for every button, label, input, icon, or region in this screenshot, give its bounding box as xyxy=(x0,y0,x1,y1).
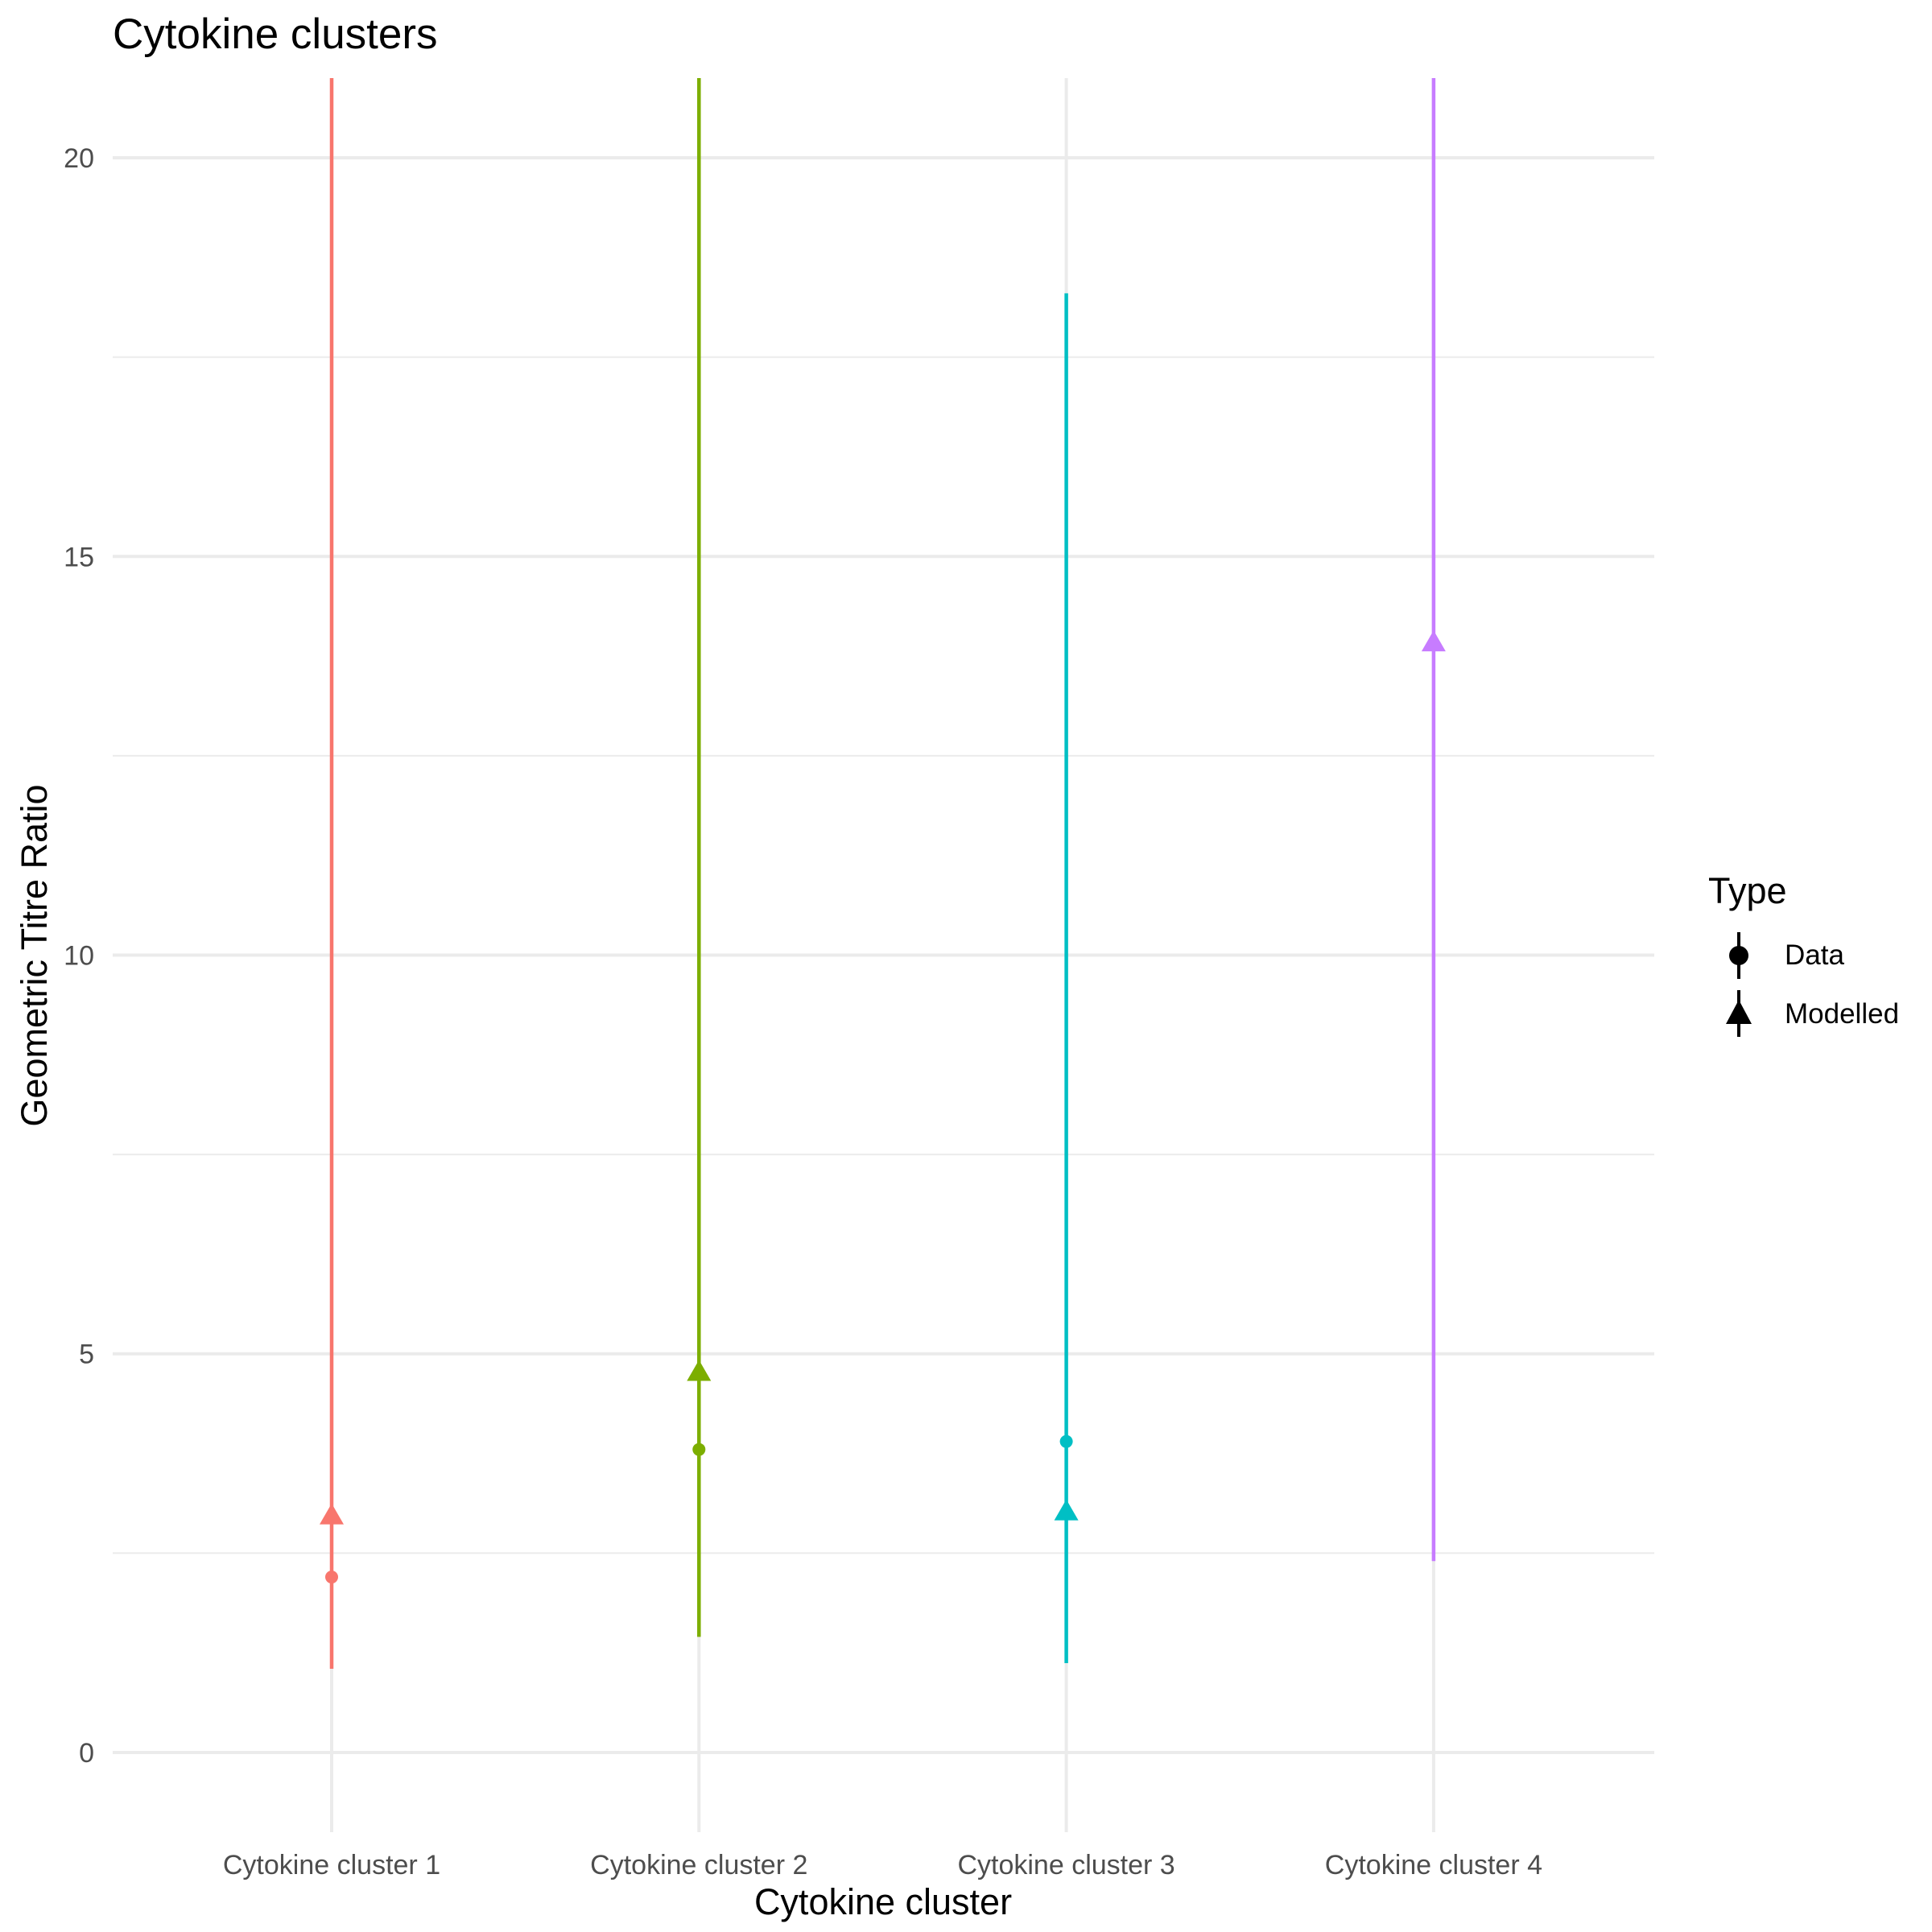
legend-title: Type xyxy=(1708,870,1787,911)
data-point xyxy=(325,1571,338,1584)
modelled-point xyxy=(1054,1499,1079,1521)
errorbar-layer xyxy=(329,78,1436,1669)
legend-label-data: Data xyxy=(1785,939,1844,971)
chart-title: Cytokine clusters xyxy=(113,10,438,58)
modelled-point xyxy=(320,1503,344,1525)
x-axis-ticks: Cytokine cluster 1 Cytokine cluster 2 Cyto… xyxy=(223,1850,1542,1880)
y-tick-label: 10 xyxy=(64,941,94,972)
x-tick-label: Cytokine cluster 4 xyxy=(1325,1850,1542,1880)
x-tick-label: Cytokine cluster 3 xyxy=(957,1850,1174,1880)
legend-keys xyxy=(1726,932,1752,1037)
legend-label-modelled: Modelled xyxy=(1785,998,1899,1030)
x-axis-title: Cytokine cluster xyxy=(754,1881,1012,1922)
data-point xyxy=(692,1443,706,1456)
x-tick-label: Cytokine cluster 2 xyxy=(590,1850,807,1880)
legend-key-modelled-triangle xyxy=(1726,1000,1752,1024)
legend: Type Data Modelled xyxy=(1708,870,1899,1037)
y-tick-label: 5 xyxy=(79,1340,94,1370)
legend-key-data-circle xyxy=(1729,946,1748,965)
x-tick-label: Cytokine cluster 1 xyxy=(223,1850,440,1880)
y-tick-label: 15 xyxy=(64,542,94,572)
y-axis-title: Geometric Titre Ratio xyxy=(14,784,55,1126)
y-tick-label: 20 xyxy=(64,143,94,174)
y-axis-ticks: 0 5 10 15 20 xyxy=(64,143,94,1769)
points-layer xyxy=(320,630,1446,1584)
y-tick-label: 0 xyxy=(79,1738,94,1769)
grid-layer xyxy=(113,78,1654,1832)
modelled-point xyxy=(1421,630,1446,652)
data-point xyxy=(1059,1435,1073,1448)
modelled-point xyxy=(687,1360,712,1381)
